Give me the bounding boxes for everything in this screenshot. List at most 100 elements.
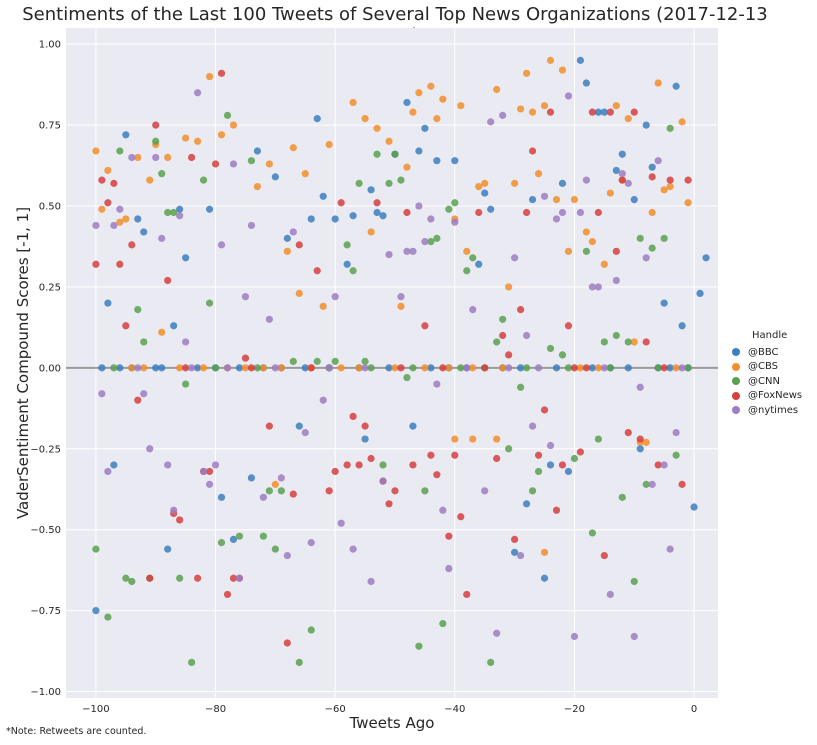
- point-bbc: [170, 322, 178, 330]
- point-cbs: [128, 364, 136, 372]
- point-cnn: [684, 364, 692, 372]
- legend-label: @FoxNews: [748, 390, 803, 402]
- point-cbs: [337, 364, 345, 372]
- point-cnn: [379, 461, 387, 469]
- point-bbc: [235, 364, 244, 372]
- point-cbs: [493, 435, 501, 443]
- point-cnn: [152, 137, 160, 145]
- point-nytimes: [528, 422, 537, 430]
- point-cnn: [355, 179, 363, 187]
- point-nytimes: [325, 364, 333, 372]
- point-bbc: [558, 179, 567, 187]
- y-tick-label: 0.25: [39, 282, 61, 293]
- point-bbc: [373, 208, 381, 217]
- point-foxnews: [582, 364, 591, 372]
- point-cbs: [205, 72, 214, 81]
- y-tick-label: 0.00: [39, 363, 61, 374]
- point-cnn: [606, 364, 614, 372]
- point-cnn: [433, 234, 441, 242]
- point-bbc: [487, 205, 495, 213]
- point-nytimes: [552, 215, 561, 223]
- point-cbs: [415, 89, 423, 97]
- point-foxnews: [182, 364, 190, 372]
- point-cnn: [391, 150, 399, 158]
- point-cbs: [295, 289, 303, 298]
- point-bbc: [475, 260, 483, 268]
- x-tick-label: −80: [205, 704, 226, 715]
- point-bbc: [253, 147, 262, 155]
- point-cnn: [164, 208, 172, 217]
- point-cbs: [199, 364, 208, 372]
- point-cbs: [265, 160, 273, 168]
- point-foxnews: [367, 454, 375, 463]
- point-bbc: [528, 195, 537, 204]
- point-cbs: [259, 364, 267, 372]
- point-cnn: [463, 267, 471, 275]
- point-nytimes: [146, 445, 154, 453]
- point-cbs: [373, 124, 381, 132]
- legend-swatch: [732, 377, 740, 386]
- point-cnn: [403, 373, 411, 382]
- point-cnn: [487, 658, 495, 666]
- point-bbc: [648, 163, 656, 171]
- point-cbs: [325, 140, 333, 149]
- point-foxnews: [265, 422, 273, 430]
- point-cbs: [122, 215, 130, 223]
- point-foxnews: [104, 199, 112, 207]
- point-cbs: [164, 153, 172, 162]
- y-tick-label: −1.00: [30, 687, 61, 698]
- point-foxnews: [493, 454, 501, 463]
- legend-label: @CNN: [748, 375, 780, 387]
- point-cbs: [176, 364, 184, 372]
- point-cnn: [427, 238, 435, 246]
- x-tick-label: −20: [564, 704, 585, 715]
- point-cbs: [630, 338, 638, 346]
- point-nytimes: [241, 293, 250, 301]
- point-cnn: [271, 545, 279, 553]
- point-cnn: [570, 454, 579, 463]
- point-cnn: [385, 179, 393, 187]
- point-nytimes: [558, 208, 567, 217]
- point-cnn: [457, 364, 465, 372]
- point-bbc: [642, 121, 650, 129]
- point-bbc: [594, 108, 602, 116]
- point-cnn: [176, 574, 184, 582]
- point-nytimes: [176, 212, 184, 220]
- point-cnn: [451, 199, 459, 207]
- legend-swatch: [732, 406, 740, 415]
- point-cnn: [140, 338, 148, 346]
- point-bbc: [247, 474, 256, 482]
- point-cbs: [391, 364, 399, 372]
- point-nytimes: [193, 89, 202, 97]
- point-cbs: [116, 218, 124, 226]
- point-nytimes: [140, 390, 148, 398]
- point-bbc: [517, 364, 525, 372]
- point-cbs: [385, 137, 393, 145]
- plot-area: [66, 28, 718, 698]
- point-nytimes: [271, 364, 279, 372]
- point-foxnews: [624, 428, 632, 437]
- point-cbs: [606, 189, 614, 197]
- point-nytimes: [642, 254, 650, 262]
- point-nytimes: [217, 241, 226, 249]
- point-nytimes: [582, 176, 591, 184]
- legend-swatch: [732, 348, 740, 357]
- point-bbc: [451, 157, 459, 165]
- legend-item: @nytimes: [732, 403, 802, 418]
- point-bbc: [666, 364, 674, 372]
- point-foxnews: [570, 364, 579, 372]
- point-foxnews: [666, 176, 674, 184]
- point-cnn: [331, 357, 339, 365]
- point-cbs: [241, 364, 250, 372]
- point-foxnews: [211, 160, 220, 168]
- point-bbc: [205, 205, 214, 213]
- point-bbc: [385, 364, 393, 372]
- point-foxnews: [403, 208, 411, 217]
- point-cnn: [469, 254, 477, 262]
- point-nytimes: [223, 364, 232, 372]
- point-foxnews: [373, 199, 381, 207]
- point-cbs: [600, 260, 608, 268]
- point-foxnews: [600, 551, 608, 560]
- y-tick-label: 1.00: [39, 40, 61, 51]
